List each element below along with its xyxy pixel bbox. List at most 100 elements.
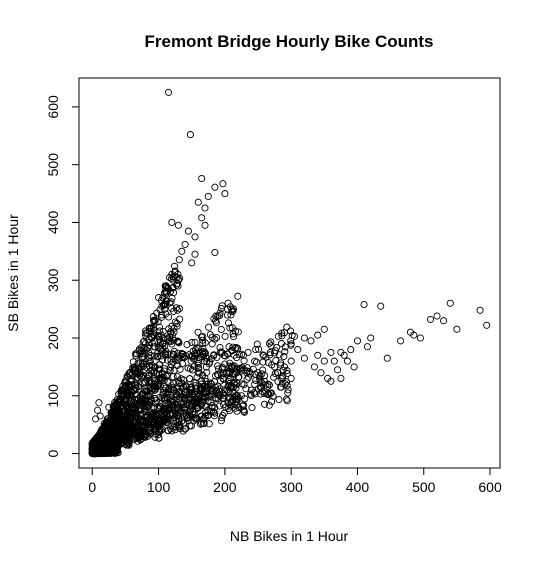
data-point — [142, 331, 150, 339]
data-point — [226, 369, 234, 377]
data-point — [214, 362, 222, 370]
data-point — [141, 340, 149, 348]
data-point — [122, 390, 131, 398]
x-tick-label: 200 — [213, 479, 237, 495]
data-point — [155, 411, 163, 419]
data-point — [216, 385, 224, 393]
data-point — [150, 317, 158, 326]
data-point — [146, 376, 154, 384]
data-point — [213, 333, 221, 342]
data-point — [217, 372, 226, 380]
data-point — [175, 412, 183, 420]
data-point — [247, 386, 255, 394]
data-point — [174, 276, 182, 284]
data-point — [211, 404, 219, 412]
data-point — [433, 312, 441, 320]
data-point — [278, 329, 286, 337]
data-point — [144, 403, 152, 411]
y-axis-label: SB Bikes in 1 Hour — [5, 214, 21, 332]
data-point — [260, 389, 268, 398]
data-point — [217, 325, 225, 334]
y-tick-label: 0 — [45, 449, 61, 457]
data-point — [194, 369, 202, 377]
data-point — [195, 344, 203, 352]
data-point — [151, 317, 159, 325]
data-point — [224, 377, 232, 385]
data-point — [125, 441, 133, 449]
data-point — [157, 313, 166, 321]
data-point — [174, 221, 182, 229]
data-point — [198, 214, 206, 222]
data-point — [204, 411, 212, 419]
data-point — [440, 317, 448, 325]
data-point — [170, 347, 178, 355]
data-point — [169, 379, 178, 387]
data-point — [170, 307, 178, 315]
data-point — [367, 334, 375, 342]
data-point — [145, 401, 153, 409]
x-tick-label: 0 — [88, 479, 96, 495]
data-point — [334, 366, 342, 374]
data-point — [229, 305, 238, 313]
data-point — [243, 375, 251, 383]
data-point — [94, 442, 102, 450]
data-point — [327, 377, 335, 385]
data-point — [155, 294, 163, 302]
data-point — [171, 426, 179, 434]
data-point — [170, 289, 178, 297]
data-point — [201, 221, 209, 229]
data-point — [187, 422, 195, 430]
data-point — [159, 340, 167, 348]
data-point — [337, 374, 345, 382]
data-point — [188, 259, 196, 267]
data-point — [191, 338, 199, 346]
x-axis-label: NB Bikes in 1 Hour — [230, 528, 349, 544]
data-point — [191, 233, 199, 241]
data-point — [181, 406, 189, 414]
y-tick-label: 300 — [45, 268, 61, 292]
data-point — [246, 370, 254, 378]
data-point — [307, 337, 315, 345]
data-point — [217, 304, 225, 313]
data-point — [268, 398, 276, 406]
data-point — [284, 386, 292, 394]
data-point — [183, 340, 191, 349]
data-point — [164, 388, 172, 396]
data-point — [290, 332, 299, 340]
data-point — [257, 383, 265, 391]
data-point — [173, 373, 182, 381]
data-point — [151, 395, 159, 403]
data-point — [138, 424, 146, 432]
data-point — [237, 392, 245, 400]
data-point — [129, 385, 137, 393]
data-point — [201, 339, 209, 347]
data-point — [201, 412, 209, 420]
data-point — [274, 369, 282, 377]
data-point — [181, 403, 189, 411]
data-point — [218, 365, 227, 373]
data-point — [283, 397, 291, 405]
data-point — [277, 374, 285, 382]
data-point — [224, 405, 232, 413]
data-point — [199, 419, 207, 427]
data-point — [228, 347, 236, 355]
data-point — [287, 340, 295, 348]
data-point — [221, 332, 229, 340]
data-point — [159, 413, 167, 421]
data-point — [182, 352, 190, 360]
data-point — [337, 348, 345, 356]
data-point — [190, 390, 199, 398]
data-point — [96, 412, 104, 420]
data-point — [182, 383, 191, 391]
data-point — [198, 412, 206, 420]
data-point — [180, 395, 189, 403]
x-axis: 0 100 200 300 400 500 600 — [88, 467, 502, 495]
data-point — [214, 365, 223, 373]
data-point — [140, 352, 148, 361]
data-point — [154, 352, 162, 360]
data-point — [94, 406, 102, 414]
data-point — [221, 190, 229, 198]
data-point — [185, 393, 193, 401]
data-point — [270, 373, 278, 381]
data-point — [151, 433, 159, 441]
